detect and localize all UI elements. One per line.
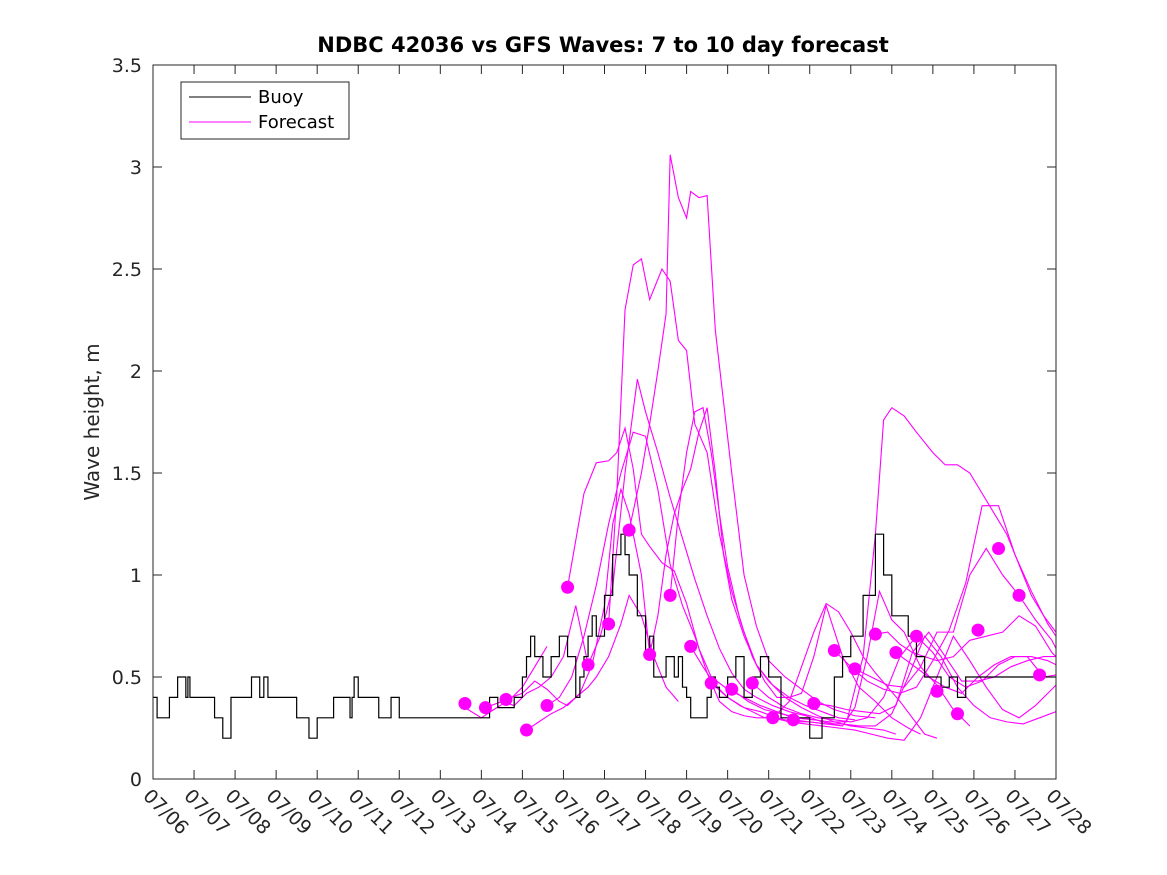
- y-tick-label: 1.5: [112, 463, 142, 485]
- y-tick-label: 0: [130, 769, 142, 791]
- forecast-series-group: [464, 154, 1056, 741]
- legend: Buoy Forecast: [180, 81, 350, 140]
- forecast-line-5: [546, 431, 773, 719]
- forecast-marker: [478, 701, 492, 715]
- forecast-marker-group: [458, 523, 1047, 737]
- y-tick-label: 1: [130, 565, 142, 587]
- forecast-marker: [622, 523, 636, 537]
- forecast-marker: [561, 580, 575, 594]
- forecast-marker: [807, 697, 821, 711]
- forecast-marker: [868, 627, 882, 641]
- plot-area: [153, 154, 1056, 741]
- forecast-marker: [540, 699, 554, 713]
- buoy-series-group: [153, 533, 1056, 739]
- forecast-line-13: [710, 589, 971, 727]
- forecast-marker: [581, 658, 595, 672]
- forecast-marker: [786, 713, 800, 727]
- forecast-marker: [848, 662, 862, 676]
- forecast-marker: [950, 707, 964, 721]
- forecast-marker: [889, 646, 903, 660]
- y-tick-label: 3: [130, 157, 142, 179]
- forecast-line-15: [751, 635, 1056, 723]
- legend-forecast-label: Forecast: [258, 112, 334, 133]
- forecast-marker: [930, 684, 944, 698]
- y-tick-label: 0.5: [112, 667, 142, 689]
- forecast-marker: [663, 588, 677, 602]
- forecast-marker: [1012, 588, 1026, 602]
- forecast-line-17: [793, 635, 1056, 727]
- forecast-line-21: [875, 615, 1056, 662]
- forecast-marker: [704, 676, 718, 690]
- forecast-marker: [458, 697, 472, 711]
- y-tick-label: 2: [130, 361, 142, 383]
- forecast-marker: [499, 692, 513, 706]
- forecast-marker: [1033, 668, 1047, 682]
- forecast-marker: [643, 648, 657, 662]
- forecast-marker: [971, 623, 985, 637]
- chart-title: NDBC 42036 vs GFS Waves: 7 to 10 day for…: [317, 33, 888, 57]
- forecast-line-6: [567, 425, 814, 721]
- forecast-marker: [766, 711, 780, 725]
- forecast-marker: [602, 617, 616, 631]
- forecast-line-11: [669, 406, 921, 735]
- forecast-marker: [909, 629, 923, 643]
- forecast-line-3: [505, 487, 651, 707]
- buoy-line: [153, 533, 1056, 739]
- forecast-marker: [827, 643, 841, 657]
- forecast-line-8: [608, 257, 855, 721]
- forecast-line-7: [587, 379, 835, 725]
- forecast-marker: [684, 639, 698, 653]
- y-tick-label: 2.5: [112, 259, 142, 281]
- legend-buoy-label: Buoy: [258, 87, 304, 108]
- y-axis-label: Wave height, m: [80, 343, 104, 500]
- forecast-line-20: [854, 547, 1056, 688]
- forecast-marker: [520, 723, 534, 737]
- forecast-line-18: [813, 631, 1056, 715]
- y-tick-label: 3.5: [112, 55, 142, 77]
- forecast-line-9: [628, 154, 876, 719]
- legend-box: [180, 81, 350, 140]
- forecast-marker: [745, 676, 759, 690]
- forecast-line-19: [833, 505, 1056, 694]
- forecast-marker: [725, 682, 739, 696]
- forecast-marker: [992, 541, 1006, 555]
